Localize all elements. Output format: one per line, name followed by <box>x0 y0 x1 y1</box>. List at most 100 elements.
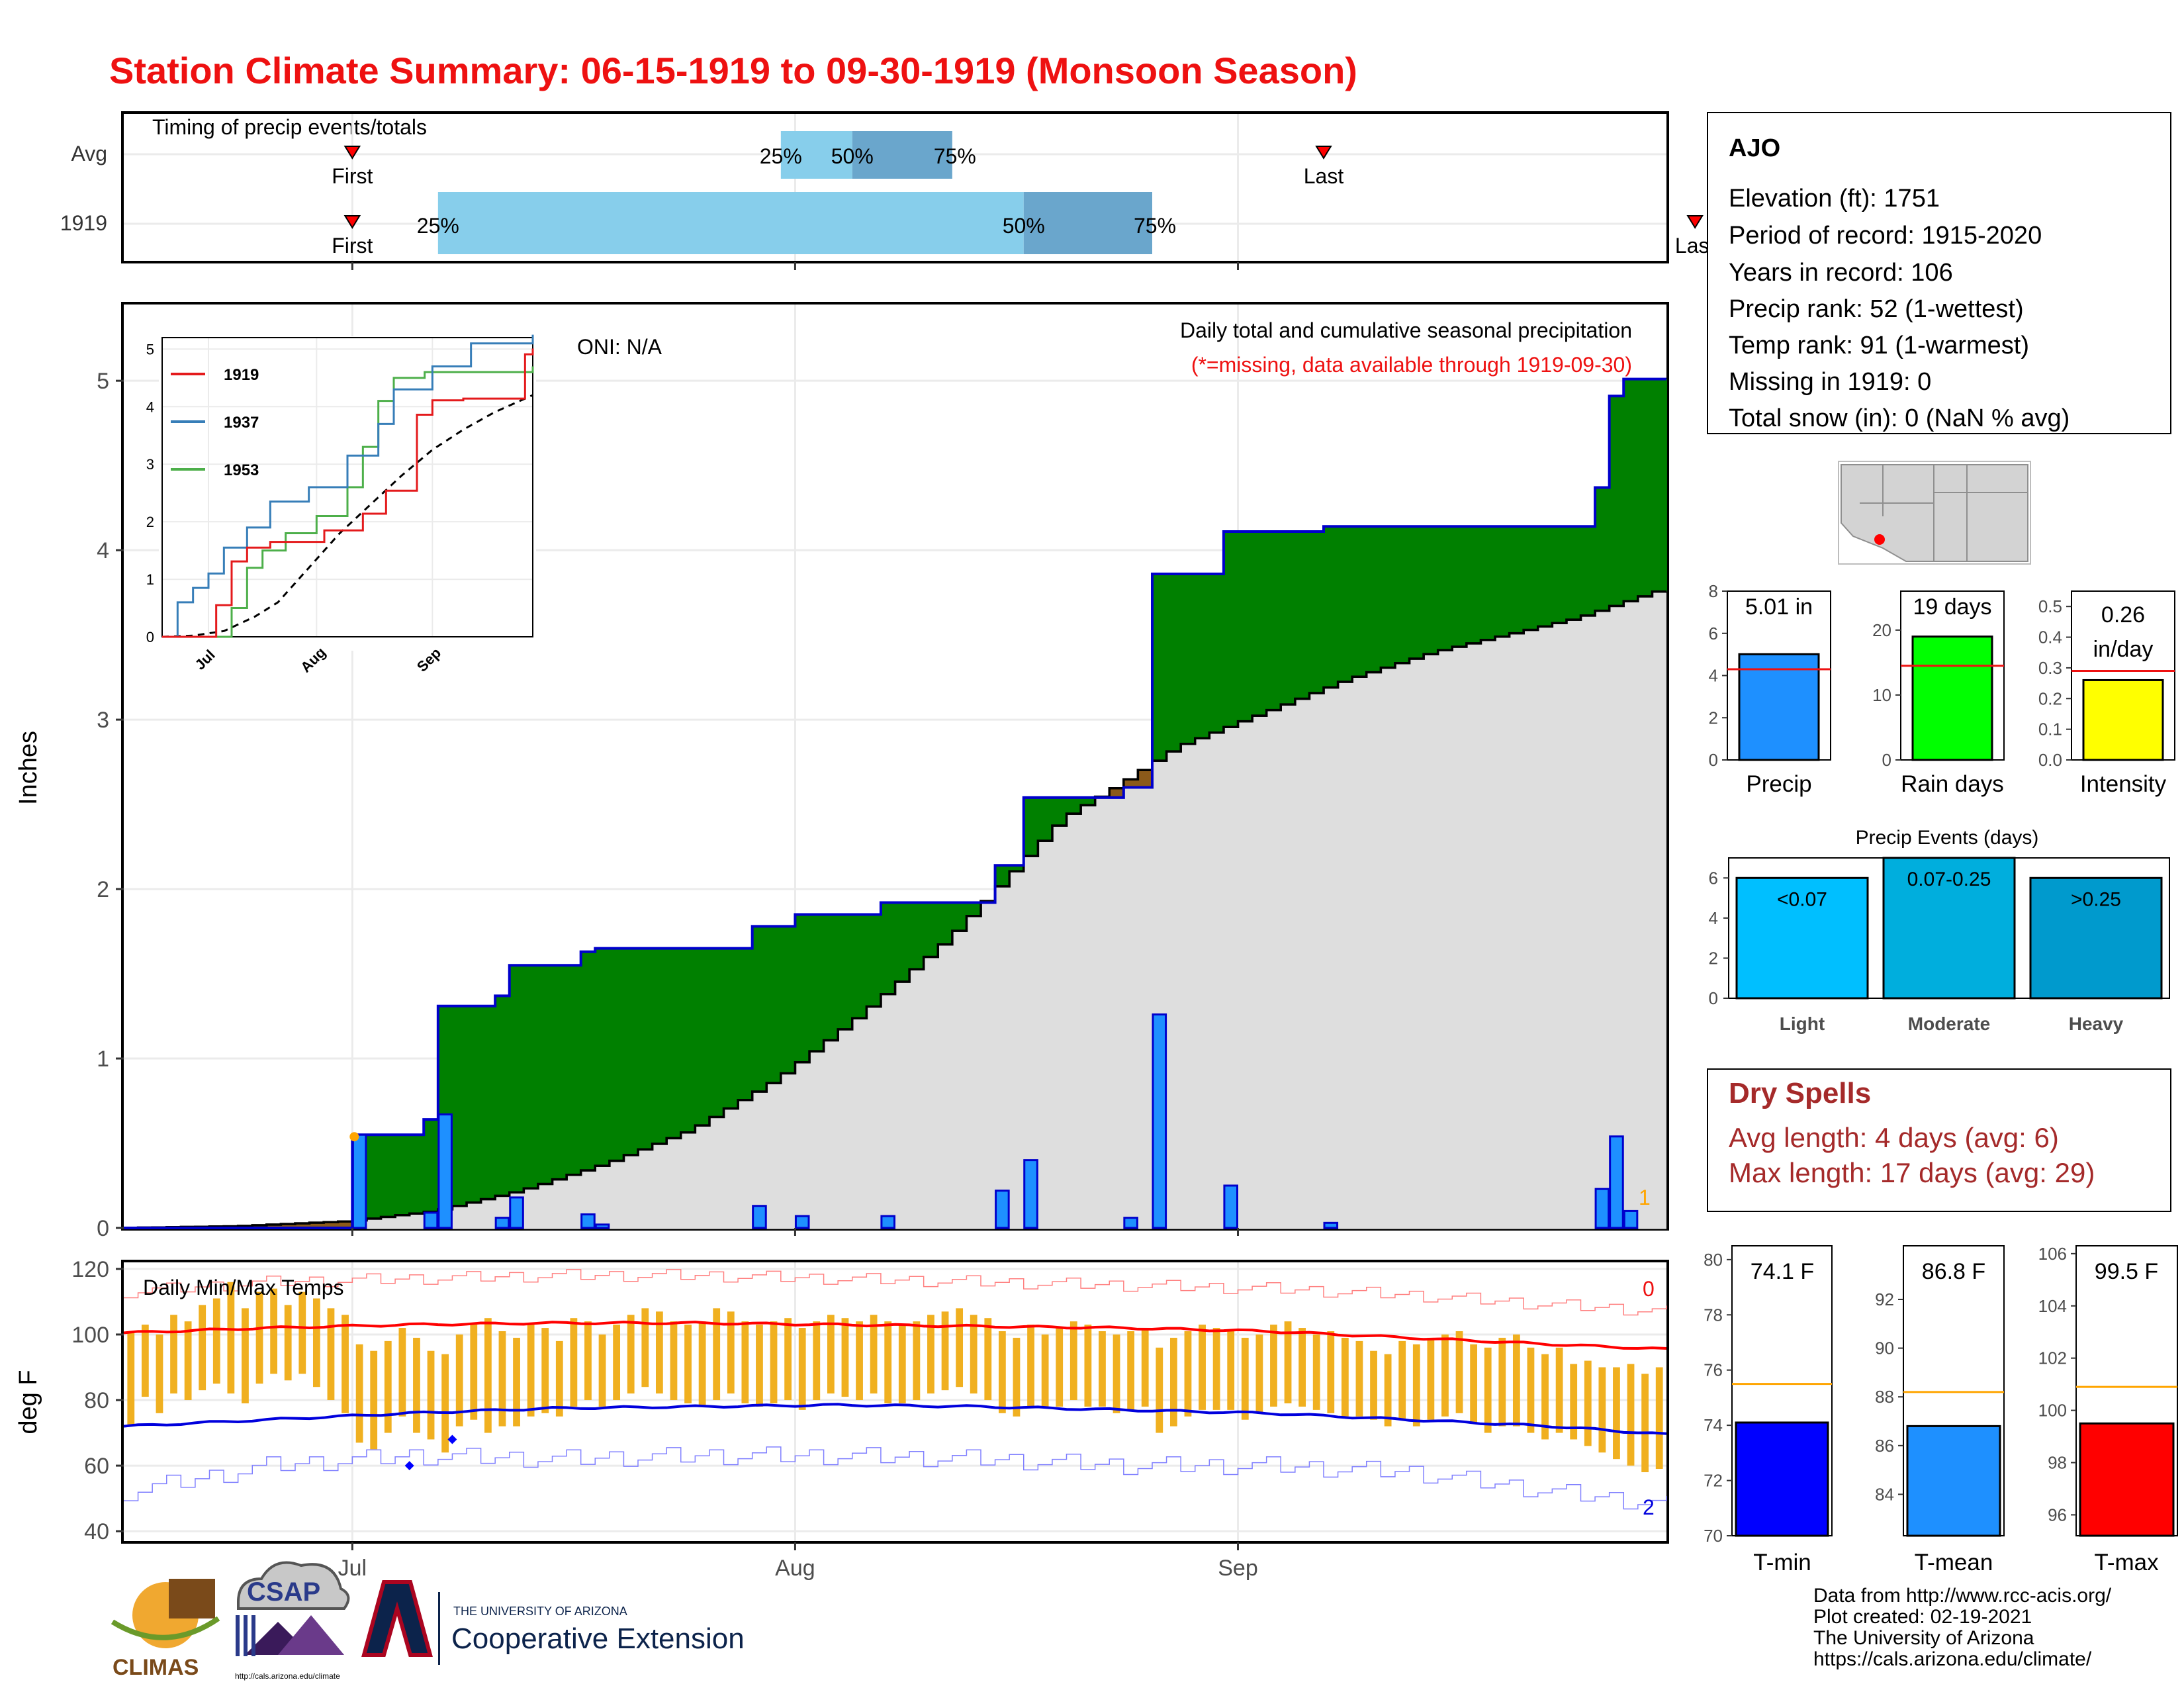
daily-temp-bar <box>298 1291 306 1374</box>
daily-temp-bar <box>141 1325 149 1397</box>
daily-temp-bar <box>1027 1325 1034 1407</box>
precip-bar-value: 5.01 in <box>1745 594 1813 620</box>
daily-temp-bar <box>998 1331 1006 1413</box>
temp-x-tick-label: Jul <box>338 1556 367 1581</box>
daily-temp-bar <box>1270 1325 1277 1407</box>
temp-y-tick-label: 120 <box>71 1257 109 1282</box>
events-bar-label: 0.07-0.25 <box>1907 868 1991 890</box>
dry-spells-avg: Avg length: 4 days (avg: 6) <box>1729 1122 2059 1153</box>
missing-count: 1 <box>1639 1186 1651 1209</box>
above-avg-band <box>1509 526 1524 633</box>
above-avg-band <box>652 948 667 1144</box>
daily-temp-bar <box>613 1325 621 1401</box>
tmax-y-tick-label: 104 <box>2038 1296 2067 1316</box>
events-y-tick-label: 0 <box>1709 988 1718 1008</box>
above-avg-band <box>680 948 696 1133</box>
daily-precip-bar <box>1594 1188 1610 1229</box>
daily-temp-bar <box>484 1318 492 1433</box>
daily-temp-bar <box>570 1318 578 1407</box>
daily-temp-bar <box>199 1305 206 1391</box>
tmax-bar-value: 99.5 F <box>2095 1259 2158 1284</box>
daily-precip-bar <box>594 1223 610 1229</box>
temp-x-tick-label: Aug <box>775 1556 815 1581</box>
daily-temp-bar <box>1241 1337 1249 1420</box>
daily-temp-bar <box>727 1311 735 1394</box>
daily-temp-bar <box>255 1291 263 1384</box>
daily-temp-bar <box>1255 1334 1263 1413</box>
raindays-y-tick-label: 0 <box>1882 750 1891 770</box>
missing-note: (*=missing, data available through 1919-… <box>1191 353 1632 377</box>
above-avg-band <box>1195 573 1210 739</box>
logos: CLIMAS CSAP http://cals.arizona.edu/clim… <box>111 1561 745 1681</box>
above-avg-band <box>995 865 1010 886</box>
above-avg-band <box>1552 526 1567 624</box>
daily-temp-bar <box>1069 1321 1077 1401</box>
inset-series-1953 <box>162 366 534 638</box>
daily-temp-bar <box>1141 1328 1149 1407</box>
below-avg-band <box>309 1223 324 1228</box>
daily-precip-bar <box>1152 1013 1167 1229</box>
page-title: Station Climate Summary: 06-15-1919 to 0… <box>109 50 1357 91</box>
station-years: Years in record: 106 <box>1729 259 1953 287</box>
above-avg-band <box>1238 531 1253 722</box>
y-tick-label: 5 <box>97 369 109 394</box>
locator-map <box>1838 461 2031 565</box>
tmax-bar-label: T-max <box>2094 1550 2159 1575</box>
daily-precip-bar <box>494 1217 510 1229</box>
tmean-bar <box>1906 1425 2001 1537</box>
station-temp-rank: Temp rank: 91 (1-warmest) <box>1729 332 2029 359</box>
inset-legend-label-1937: 1937 <box>224 414 259 432</box>
daily-temp-bar <box>827 1315 835 1394</box>
above-avg-band <box>1324 526 1339 688</box>
daily-temp-bar <box>1084 1325 1092 1407</box>
station-location-marker <box>1874 534 1885 545</box>
temp-y-tick-label: 40 <box>84 1519 109 1544</box>
timing-first-label: First <box>332 164 373 188</box>
tmax-y-tick-label: 98 <box>2048 1453 2067 1473</box>
above-avg-band <box>595 948 610 1166</box>
tmin-bar <box>1735 1421 1829 1537</box>
y-tick-label: 3 <box>97 708 109 733</box>
credit-url: https://cals.arizona.edu/climate/ <box>1813 1648 2092 1670</box>
above-avg-band <box>495 996 510 1196</box>
timing-p25-label: 25% <box>760 144 802 168</box>
timing-p25-label: 25% <box>417 214 459 238</box>
csap-logo: CSAP http://cals.arizona.edu/climate <box>235 1561 350 1681</box>
avg-min-temp-line <box>123 1403 1667 1435</box>
intensity-y-tick-label: 0.0 <box>2038 750 2062 770</box>
daily-temp-bar <box>1227 1331 1235 1410</box>
daily-temp-bar <box>713 1308 721 1401</box>
daily-temp-bar <box>127 1331 135 1427</box>
daily-temp-bar <box>641 1308 649 1387</box>
above-avg-band <box>752 926 768 1092</box>
tmin-y-tick-label: 70 <box>1704 1526 1723 1546</box>
above-avg-band <box>866 914 882 1007</box>
tmin-bar-value: 74.1 F <box>1751 1259 1814 1284</box>
daily-precip-bar <box>880 1215 895 1229</box>
above-avg-band <box>709 948 725 1117</box>
precip-y-tick-label: 6 <box>1709 624 1718 643</box>
above-avg-band <box>381 1135 396 1217</box>
daily-temp-bar <box>756 1325 763 1407</box>
above-avg-band <box>880 902 896 994</box>
above-avg-band <box>467 1006 482 1203</box>
events-x-label: Moderate <box>1908 1013 1990 1034</box>
intensity-bar-label: Intensity <box>2080 771 2167 797</box>
daily-precip-bar <box>752 1205 767 1229</box>
university-of-arizona-logo: THE UNIVERSITY OF ARIZONA Cooperative Ex… <box>361 1580 745 1665</box>
daily-temp-bar <box>1412 1344 1420 1427</box>
daily-temp-bar <box>956 1308 964 1387</box>
timing-p75-label: 75% <box>934 144 976 168</box>
above-avg-band <box>966 902 981 916</box>
tmax-y-tick-label: 100 <box>2038 1401 2067 1421</box>
record-low-marker <box>404 1461 414 1471</box>
intensity-y-tick-label: 0.2 <box>2038 688 2062 708</box>
above-avg-band <box>780 926 796 1074</box>
daily-temp-bar <box>370 1350 378 1450</box>
daily-temp-bar <box>1498 1337 1506 1427</box>
daily-temp-bar <box>741 1321 749 1403</box>
above-avg-band <box>1223 531 1239 727</box>
daily-temp-bar <box>1484 1347 1492 1433</box>
intensity-y-tick-label: 0.5 <box>2038 596 2062 616</box>
events-x-label: Light <box>1780 1013 1825 1034</box>
